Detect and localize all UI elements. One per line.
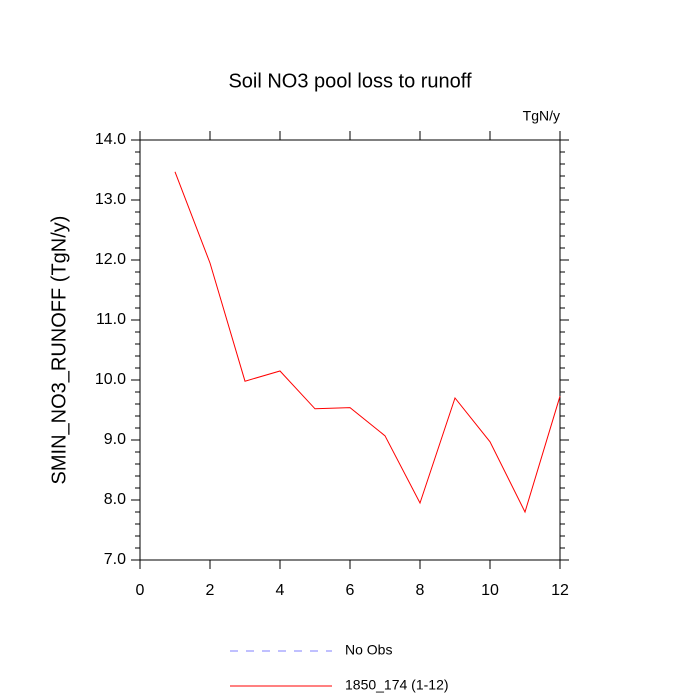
x-tick-label: 6: [346, 582, 355, 599]
legend-label: No Obs: [345, 642, 392, 658]
y-tick-label: 11.0: [96, 311, 126, 328]
y-tick-label: 7.0: [104, 551, 126, 568]
x-tick-label: 4: [276, 582, 285, 599]
x-tick-label: 8: [416, 582, 425, 599]
plot-frame: [139, 139, 561, 561]
y-axis-label: SMIN_NO3_RUNOFF (TgN/y): [48, 216, 70, 485]
y-tick-label: 10.0: [95, 371, 126, 388]
units-label: TgN/y: [523, 108, 560, 124]
x-tick-label: 2: [206, 582, 215, 599]
y-tick-label: 14.0: [95, 131, 126, 148]
x-tick-label: 0: [136, 582, 145, 599]
legend-label: 1850_174 (1-12): [345, 677, 449, 693]
y-tick-label: 13.0: [95, 191, 126, 208]
y-tick-label: 9.0: [104, 431, 126, 448]
data-line: [174, 171, 561, 514]
y-tick-label: 8.0: [104, 491, 126, 508]
chart-title: Soil NO3 pool loss to runoff: [228, 70, 472, 92]
x-tick-label: 10: [481, 582, 499, 599]
y-tick-label: 12.0: [95, 251, 126, 268]
x-tick-label: 12: [551, 582, 569, 599]
